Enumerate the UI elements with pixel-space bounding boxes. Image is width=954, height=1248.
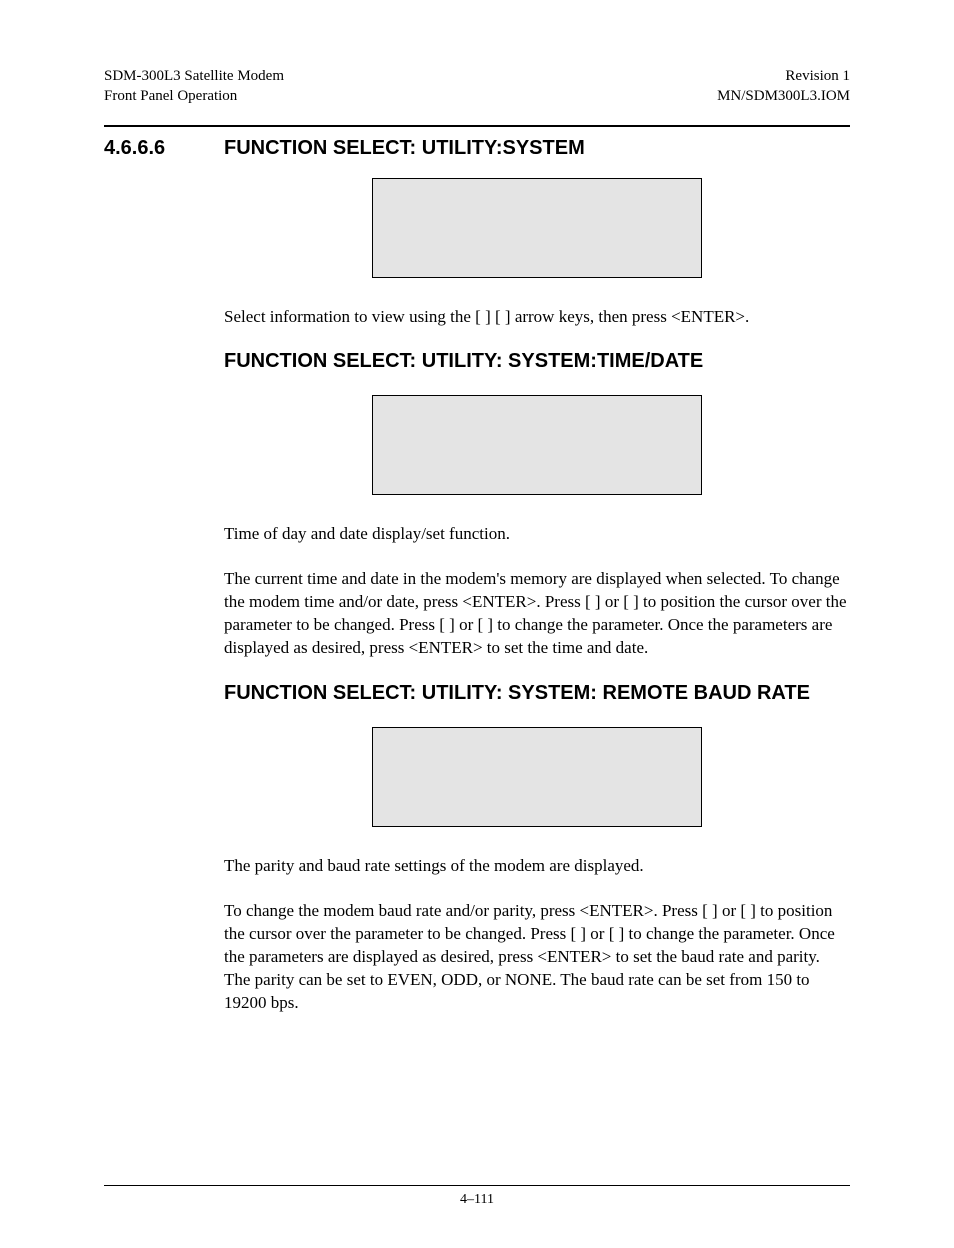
sub1-para1: Time of day and date display/set functio… <box>224 523 850 546</box>
sub2-para1: The parity and baud rate settings of the… <box>224 855 850 878</box>
sub2-para2: To change the modem baud rate and/or par… <box>224 900 850 1015</box>
section-heading-row: 4.6.6.6 FUNCTION SELECT: UTILITY:SYSTEM <box>104 137 850 160</box>
subsection-2-heading: FUNCTION SELECT: UTILITY: SYSTEM: REMOTE… <box>224 682 850 705</box>
section-number: 4.6.6.6 <box>104 137 196 160</box>
header-left-line1: SDM-300L3 Satellite Modem <box>104 66 284 86</box>
subsection-2-title: FUNCTION SELECT: UTILITY: SYSTEM: REMOTE… <box>224 682 810 704</box>
lcd-display-box-2 <box>372 395 702 495</box>
page-number: 4–111 <box>104 1192 850 1208</box>
section-title: FUNCTION SELECT: UTILITY:SYSTEM <box>224 137 585 160</box>
lcd-display-box-3 <box>372 727 702 827</box>
sub1-para2: The current time and date in the modem's… <box>224 568 850 660</box>
header-rule <box>104 125 850 127</box>
header-left-line2: Front Panel Operation <box>104 86 284 106</box>
footer-rule <box>104 1185 850 1186</box>
header-right-line1: Revision 1 <box>717 66 850 86</box>
section-body: Select information to view using the [ ]… <box>224 178 850 1015</box>
section-intro-para: Select information to view using the [ ]… <box>224 306 850 329</box>
header-right-line2: MN/SDM300L3.IOM <box>717 86 850 106</box>
subsection-1-title: FUNCTION SELECT: UTILITY: SYSTEM:TIME/DA… <box>224 350 703 372</box>
header-right: Revision 1 MN/SDM300L3.IOM <box>717 66 850 107</box>
page-header: SDM-300L3 Satellite Modem Front Panel Op… <box>104 66 850 107</box>
lcd-display-box-1 <box>372 178 702 278</box>
subsection-1-heading: FUNCTION SELECT: UTILITY: SYSTEM:TIME/DA… <box>224 350 850 373</box>
header-left: SDM-300L3 Satellite Modem Front Panel Op… <box>104 66 284 107</box>
